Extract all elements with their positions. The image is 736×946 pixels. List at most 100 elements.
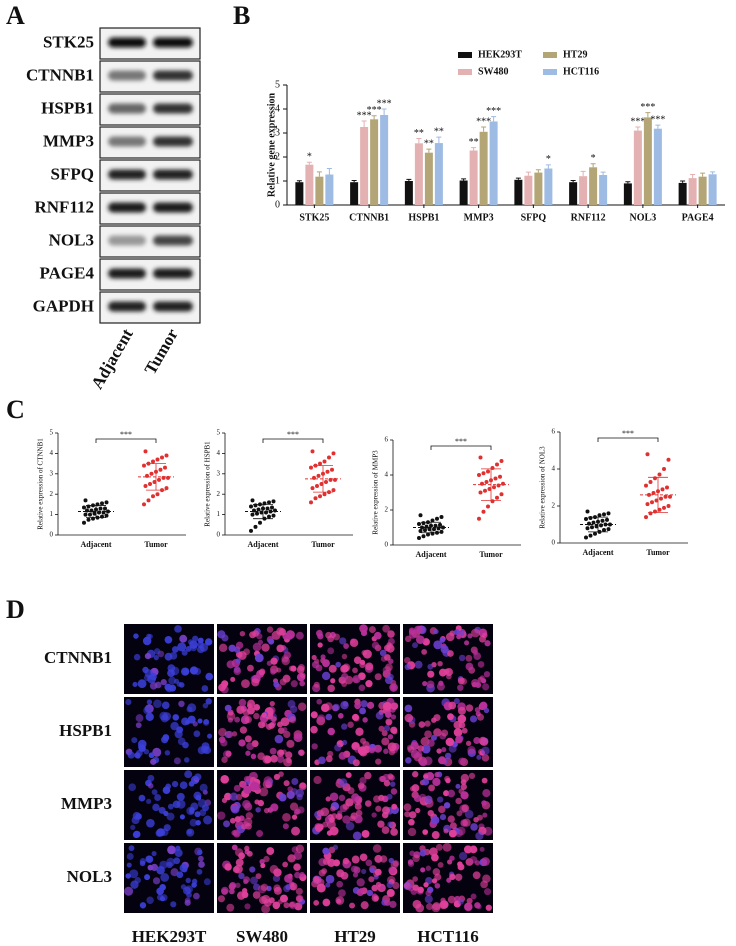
- bar: [315, 176, 324, 205]
- data-point: [82, 505, 86, 510]
- panel-label: D: [6, 595, 25, 624]
- cell: [269, 747, 277, 755]
- significance-label: **: [414, 128, 424, 139]
- cell: [162, 734, 170, 741]
- data-point: [495, 495, 499, 500]
- cell: [295, 788, 305, 798]
- cell: [440, 645, 449, 654]
- error-bar: [406, 178, 412, 181]
- x-tick-label: CTNNB1: [349, 212, 389, 223]
- cell: [424, 895, 433, 904]
- data-point: [104, 513, 109, 518]
- cell: [410, 785, 416, 792]
- y-tick-label: 5: [275, 79, 280, 90]
- cell: [445, 632, 455, 642]
- blot-band: [153, 202, 193, 213]
- cell: [463, 845, 473, 854]
- cell: [335, 813, 343, 820]
- y-tick-label: 0: [552, 539, 556, 547]
- x-tick-label: Adjacent: [582, 548, 613, 557]
- cell: [171, 646, 179, 653]
- data-point: [602, 512, 606, 517]
- y-tick-label: 0: [385, 541, 389, 549]
- cell: [147, 783, 154, 789]
- cell: [422, 829, 429, 835]
- cell: [373, 744, 382, 753]
- data-point: [647, 492, 651, 497]
- legend-swatch: [543, 69, 557, 75]
- cell: [138, 794, 146, 802]
- cell: [246, 703, 252, 709]
- cell: [343, 643, 350, 649]
- sd-bar: [253, 504, 273, 520]
- data-point: [585, 526, 590, 531]
- cell: [268, 638, 275, 645]
- cell: [293, 733, 303, 743]
- data-point: [591, 520, 596, 525]
- cell: [316, 698, 323, 705]
- cell: [297, 663, 305, 671]
- significance-label: ***: [486, 106, 501, 117]
- cell: [145, 855, 154, 863]
- cell: [342, 803, 350, 810]
- bar: [623, 183, 632, 205]
- cell: [313, 681, 320, 688]
- data-point: [430, 518, 435, 523]
- cell: [358, 684, 366, 692]
- cell: [258, 669, 266, 676]
- cell: [373, 795, 381, 803]
- cell: [339, 637, 347, 645]
- cell: [130, 880, 139, 889]
- cell: [270, 668, 276, 675]
- data-point: [585, 509, 590, 514]
- cell: [325, 713, 333, 721]
- cell: [229, 792, 238, 801]
- cell: [167, 669, 175, 677]
- blot-band: [153, 301, 193, 312]
- cell: [317, 714, 326, 723]
- cell: [357, 746, 367, 756]
- data-point: [142, 502, 146, 507]
- cell: [390, 788, 398, 795]
- cell: [217, 811, 226, 820]
- cell: [390, 684, 397, 690]
- cell: [269, 864, 279, 874]
- cell: [349, 902, 356, 909]
- cell: [173, 857, 181, 865]
- cell: [345, 772, 352, 779]
- data-point: [478, 455, 483, 460]
- data-point: [648, 511, 653, 516]
- cell: [126, 852, 134, 860]
- blot-band: [108, 136, 146, 147]
- cell: [465, 654, 473, 662]
- cell: [457, 677, 465, 685]
- cell: [241, 679, 250, 689]
- cell: [383, 780, 391, 787]
- cell: [261, 712, 267, 718]
- cell: [426, 680, 435, 689]
- cell: [365, 662, 374, 671]
- cell: [239, 726, 248, 734]
- bar: [643, 117, 652, 205]
- cell: [455, 797, 462, 805]
- cell: [389, 900, 397, 909]
- cell: [477, 814, 483, 821]
- cell: [270, 754, 278, 763]
- cell: [217, 630, 226, 639]
- protein-label: PAGE4: [40, 263, 95, 282]
- cell: [147, 674, 157, 684]
- cell: [291, 814, 298, 820]
- cell: [338, 778, 348, 787]
- cell: [381, 730, 388, 737]
- data-point: [665, 485, 669, 490]
- bar: [295, 182, 304, 205]
- data-point: [250, 512, 255, 517]
- cell: [449, 855, 455, 861]
- cell: [203, 878, 211, 886]
- cell: [285, 751, 293, 759]
- sd-bar: [588, 516, 608, 533]
- cell: [447, 650, 454, 657]
- cell: [458, 757, 466, 766]
- cell: [188, 639, 194, 645]
- cell: [254, 653, 264, 663]
